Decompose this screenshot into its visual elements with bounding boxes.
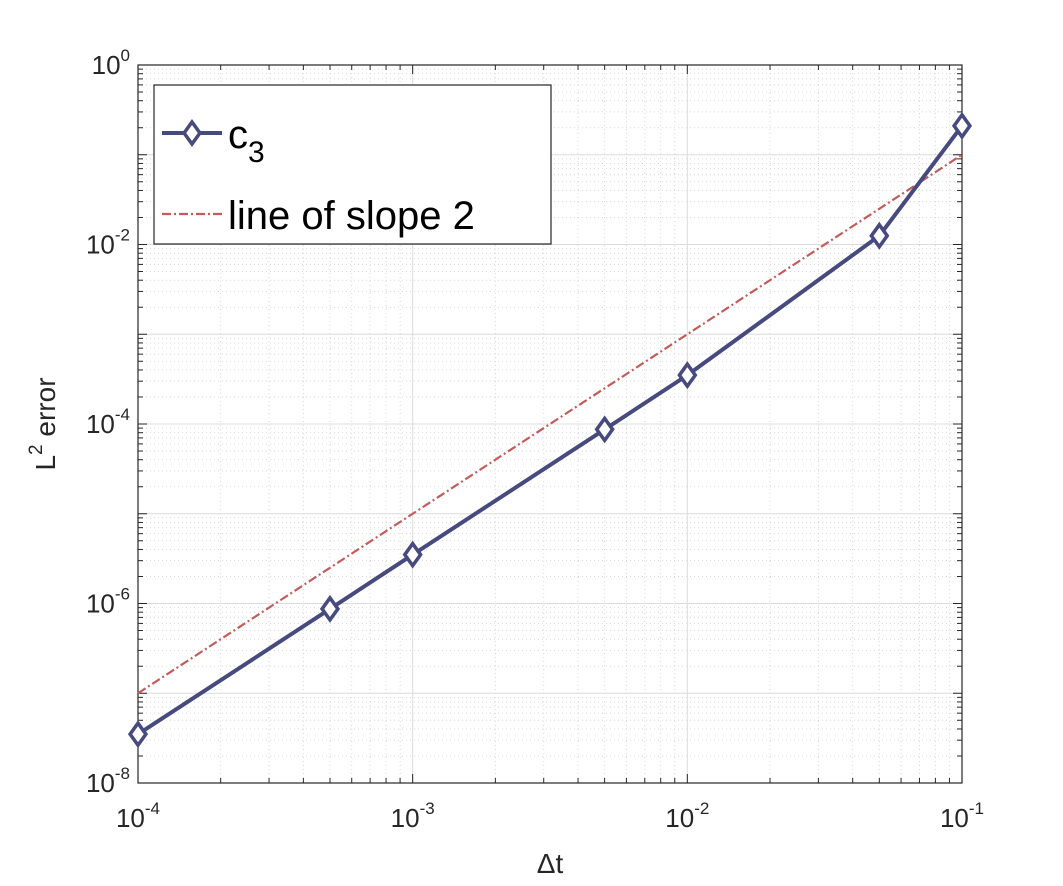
- data-point-c3: [869, 221, 890, 250]
- series-layer: [127, 111, 973, 749]
- legend-marker-c3: [181, 119, 203, 147]
- x-axis-label: Δt: [537, 848, 564, 879]
- data-point-c3: [319, 594, 341, 623]
- y-tick-label: 100: [92, 46, 130, 80]
- data-point-c3: [677, 361, 698, 390]
- data-point-c3: [402, 540, 423, 569]
- y-axis-label-suffix: error: [30, 377, 61, 444]
- legend-label-c3: c3: [228, 113, 265, 169]
- svg-text:L2 error: L2 error: [26, 377, 61, 470]
- legend-label-c3-subscript: 3: [248, 136, 265, 169]
- x-tick-label: 10-1: [940, 799, 984, 833]
- data-point-c3: [127, 720, 149, 749]
- legend-box: [153, 84, 552, 245]
- y-tick-label: 10-2: [86, 226, 130, 260]
- legend-label-c3-main: c: [228, 113, 248, 157]
- legend-label-slope: line of slope 2: [228, 194, 475, 238]
- series-line-slope-2: [137, 153, 963, 695]
- x-tick-label: 10-3: [391, 799, 435, 833]
- y-tick-label: 10-8: [86, 764, 130, 798]
- x-tick-label: 10-4: [116, 799, 160, 833]
- y-axis-label: L2 error: [26, 377, 61, 470]
- y-tick-labels: 10-8 10-6 10-4 10-2 100: [86, 46, 130, 798]
- data-point-c3: [594, 415, 615, 444]
- legend: c3 line of slope 2: [153, 84, 552, 245]
- y-tick-label: 10-4: [86, 405, 130, 439]
- x-tick-label: 10-2: [665, 799, 709, 833]
- axis-ticks: [137, 64, 963, 784]
- y-axis-label-main: L: [30, 455, 61, 471]
- data-point-c3: [951, 111, 973, 140]
- y-axis-label-superscript: 2: [26, 444, 47, 455]
- y-tick-label: 10-6: [86, 585, 130, 619]
- x-tick-labels: 10-4 10-3 10-2 10-1: [116, 799, 984, 833]
